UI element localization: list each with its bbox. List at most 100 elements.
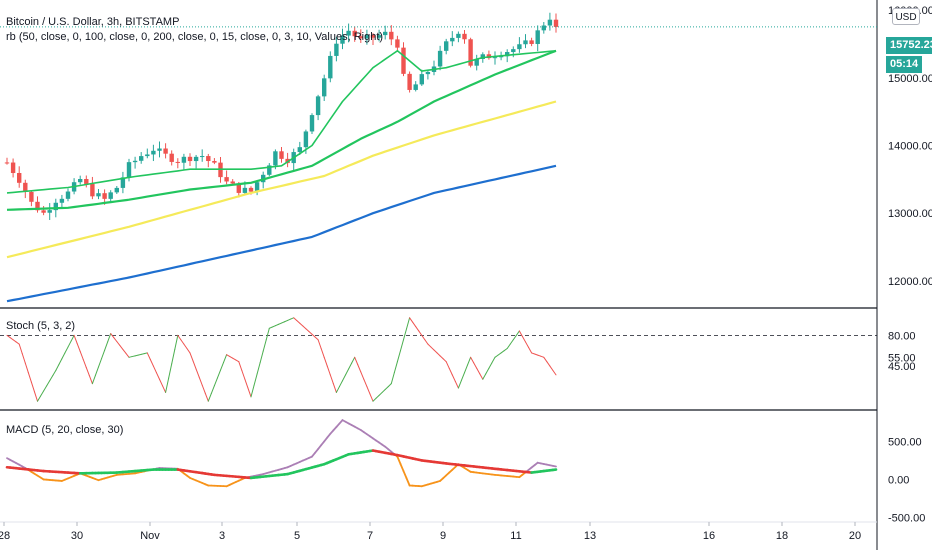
stoch-line-segment bbox=[162, 385, 167, 393]
candle-body bbox=[10, 162, 16, 174]
stoch-line-segment bbox=[79, 350, 84, 360]
stoch-line-segment bbox=[506, 343, 511, 350]
stoch-line-segment bbox=[540, 355, 545, 358]
candle-body bbox=[340, 35, 345, 44]
stoch-line-segment bbox=[482, 373, 487, 380]
stoch-line-segment bbox=[247, 387, 252, 398]
stoch-line-segment bbox=[473, 362, 478, 369]
time-tick-label: 11 bbox=[510, 530, 521, 542]
stoch-line-segment bbox=[119, 344, 124, 350]
stoch-line-segment bbox=[360, 371, 365, 380]
stoch-line-segment bbox=[357, 364, 362, 373]
candle-body bbox=[114, 187, 119, 193]
stoch-line-segment bbox=[448, 367, 453, 376]
candle-body bbox=[328, 55, 333, 79]
stoch-line-segment bbox=[363, 378, 368, 388]
stoch-line-segment bbox=[265, 327, 270, 341]
candle-body bbox=[462, 33, 467, 40]
stoch-line-segment bbox=[91, 374, 96, 385]
candle-body bbox=[212, 161, 217, 163]
stoch-line-segment bbox=[467, 356, 472, 366]
candle-body bbox=[444, 41, 449, 51]
ma-line-ma-200 bbox=[6, 164, 557, 303]
stoch-line-segment bbox=[274, 323, 279, 327]
stoch-line-segment bbox=[549, 365, 554, 371]
price-tick-label: 14000.00 bbox=[888, 141, 932, 153]
stoch-line-segment bbox=[67, 340, 72, 348]
stoch-line-segment bbox=[140, 353, 145, 355]
candle-body bbox=[364, 34, 370, 39]
stoch-line-segment bbox=[387, 383, 392, 388]
candle-body bbox=[456, 33, 461, 38]
candle-body bbox=[358, 36, 363, 39]
time-tick-label: 9 bbox=[440, 530, 446, 542]
time-tick-label: 5 bbox=[294, 530, 300, 542]
stoch-line-segment bbox=[305, 328, 310, 333]
stoch-line-segment bbox=[33, 391, 38, 402]
candle-body bbox=[376, 35, 382, 38]
stoch-line-segment bbox=[384, 386, 389, 391]
stoch-line-segment bbox=[250, 384, 255, 398]
indicator-rb-title[interactable]: rb (50, close, 0, 100, close, 0, 200, cl… bbox=[6, 31, 384, 43]
candle-body bbox=[193, 156, 199, 162]
stoch-line-segment bbox=[134, 354, 139, 357]
candle-body bbox=[236, 183, 241, 193]
stoch-line-segment bbox=[9, 337, 14, 341]
candle-body bbox=[413, 84, 418, 90]
candle-body bbox=[450, 37, 455, 42]
stoch-line-segment bbox=[85, 367, 90, 377]
stoch-line-segment bbox=[174, 334, 179, 351]
candle-body bbox=[157, 148, 162, 151]
candle-body bbox=[200, 156, 205, 158]
candle-body bbox=[181, 156, 187, 163]
stoch-line-segment bbox=[6, 334, 11, 339]
candle-body bbox=[401, 47, 406, 74]
stoch-line-segment bbox=[207, 392, 212, 402]
candle-body bbox=[553, 19, 559, 27]
countdown-tag: 05:14 bbox=[886, 56, 923, 73]
stoch-line-segment bbox=[137, 353, 142, 356]
price-tick-label: 15000.00 bbox=[888, 73, 932, 85]
stoch-line-segment bbox=[338, 380, 343, 388]
candle-body bbox=[505, 52, 510, 57]
stoch-line-segment bbox=[15, 341, 20, 345]
candle-body bbox=[65, 191, 71, 199]
symbol-title[interactable]: Bitcoin / U.S. Dollar, 3h, BITSTAMP bbox=[6, 16, 180, 28]
stoch-line-segment bbox=[451, 374, 456, 382]
stoch-line-segment bbox=[165, 377, 170, 393]
stoch-line-segment bbox=[378, 391, 383, 396]
currency-badge[interactable]: USD bbox=[892, 8, 920, 25]
stoch-line-segment bbox=[351, 356, 356, 364]
candle-body bbox=[224, 177, 229, 182]
stoch-title[interactable]: Stoch (5, 3, 2) bbox=[6, 320, 76, 332]
candle-body bbox=[492, 57, 498, 59]
candle-body bbox=[315, 96, 321, 116]
candle-body bbox=[468, 39, 473, 66]
stoch-line-segment bbox=[24, 362, 29, 374]
last-price-tag: 15752.23 bbox=[886, 37, 932, 54]
stoch-line-segment bbox=[406, 317, 411, 330]
stoch-line-segment bbox=[213, 377, 218, 387]
stoch-line-segment bbox=[37, 395, 42, 402]
stoch-line-segment bbox=[82, 359, 87, 369]
stoch-line-segment bbox=[149, 359, 154, 367]
candle-body bbox=[297, 147, 302, 153]
stoch-line-segment bbox=[534, 353, 539, 356]
candle-body bbox=[437, 50, 443, 67]
candle-body bbox=[151, 150, 156, 155]
stoch-line-segment bbox=[152, 365, 157, 374]
candle-body bbox=[498, 56, 504, 58]
candle-body bbox=[175, 161, 180, 163]
candle-body bbox=[486, 54, 492, 59]
stoch-tick-label: 55.00 bbox=[888, 352, 916, 364]
macd-line-segment bbox=[399, 462, 405, 472]
stoch-line-segment bbox=[241, 369, 246, 380]
stoch-line-segment bbox=[18, 343, 23, 355]
stoch-line-segment bbox=[454, 380, 459, 389]
macd-title[interactable]: MACD (5, 20, close, 30) bbox=[6, 424, 124, 436]
stoch-line-segment bbox=[76, 342, 81, 352]
stoch-line-segment bbox=[113, 337, 118, 342]
stoch-line-segment bbox=[531, 352, 536, 355]
candle-body bbox=[407, 73, 412, 90]
stoch-line-segment bbox=[128, 356, 133, 358]
